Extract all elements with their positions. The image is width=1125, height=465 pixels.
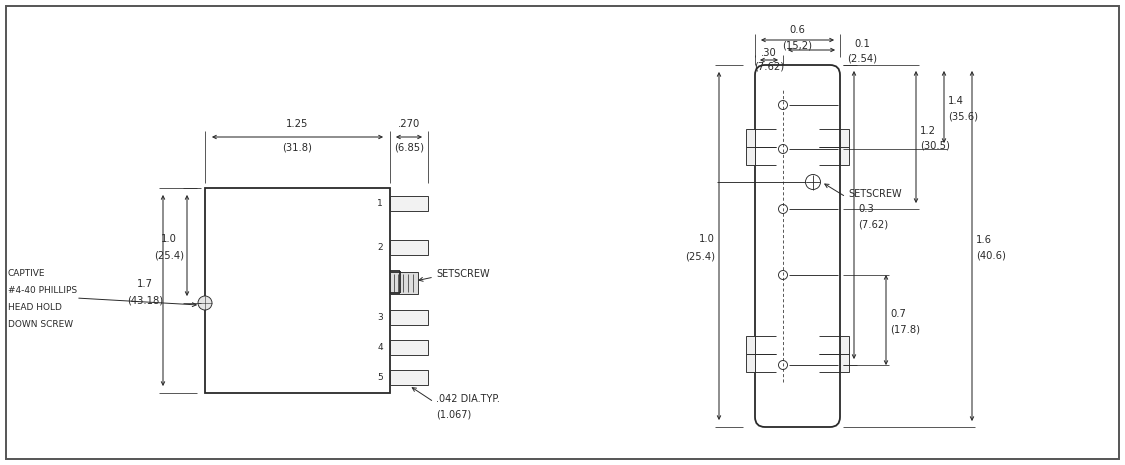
Bar [390,370,428,385]
Text: #4-40 PHILLIPS: #4-40 PHILLIPS [8,286,78,294]
Text: 0.1: 0.1 [854,39,870,49]
Bar [840,336,849,354]
Text: (30.5): (30.5) [920,141,949,151]
Text: (40.6): (40.6) [976,250,1006,260]
Text: (17.8): (17.8) [890,324,920,334]
Bar [390,239,428,254]
Bar [840,129,849,147]
Text: (35.6): (35.6) [948,111,978,121]
Text: SETSCREW: SETSCREW [848,189,901,199]
Bar [746,354,755,372]
Text: 4: 4 [377,343,382,352]
Text: SETSCREW: SETSCREW [436,269,489,279]
Text: 0.7: 0.7 [890,309,906,319]
Text: .042 DIA.TYP.: .042 DIA.TYP. [436,394,500,404]
Text: 1.2: 1.2 [920,126,936,136]
Bar [746,147,755,165]
Bar [390,272,418,294]
Text: 1.0: 1.0 [699,234,716,244]
Bar [390,195,428,211]
Bar [840,354,849,372]
Text: 5: 5 [377,372,382,381]
Text: (25.4): (25.4) [685,251,716,261]
Text: 0.3: 0.3 [858,204,874,214]
Text: (31.8): (31.8) [282,142,313,152]
Text: CAPTIVE: CAPTIVE [8,268,45,278]
Text: (7.62): (7.62) [754,61,784,72]
Text: HEAD HOLD: HEAD HOLD [8,303,62,312]
Text: 2: 2 [377,243,382,252]
Text: (2.54): (2.54) [847,53,878,63]
Bar [390,310,428,325]
Circle shape [198,296,212,310]
Text: 1: 1 [377,199,382,207]
Text: 1.7: 1.7 [137,279,153,288]
Text: 1.6: 1.6 [976,235,992,245]
Bar [390,339,428,354]
Text: (43.18): (43.18) [127,295,163,306]
Text: .270: .270 [398,119,420,129]
Text: 1.0: 1.0 [161,233,177,244]
Text: (25.4): (25.4) [154,251,184,260]
Bar [840,147,849,165]
Text: (7.62): (7.62) [858,219,888,229]
Text: DOWN SCREW: DOWN SCREW [8,319,73,328]
Text: 3: 3 [377,312,382,321]
Text: 1.4: 1.4 [948,96,964,106]
Text: .30: .30 [762,47,777,58]
Text: (6.85): (6.85) [394,142,424,152]
Text: (15,2): (15,2) [783,41,812,51]
Bar [746,129,755,147]
Bar [205,188,390,393]
Text: (1.067): (1.067) [436,409,471,419]
Bar [746,336,755,354]
Text: 0.6: 0.6 [790,25,806,35]
Text: 1.25: 1.25 [286,119,308,129]
